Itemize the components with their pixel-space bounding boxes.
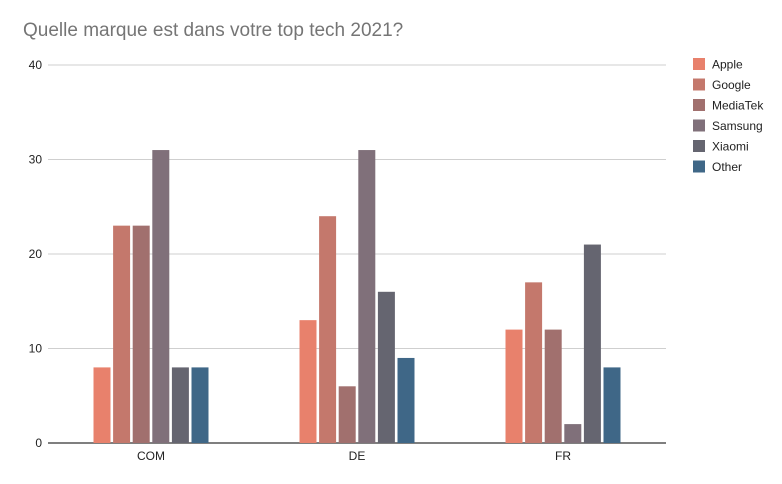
legend-label-google: Google [712,78,751,92]
bar-fr-apple [505,329,523,443]
bar-com-google [113,225,131,443]
legend-label-apple: Apple [712,58,743,72]
bar-com-apple [93,367,111,443]
x-category-label: COM [137,449,165,463]
bar-fr-google [525,282,543,443]
y-tick-label: 10 [29,342,43,356]
bar-com-xiaomi [171,367,189,443]
bar-de-google [319,216,337,443]
bars [93,150,621,444]
bar-fr-xiaomi [583,244,601,443]
legend-label-samsung: Samsung [712,119,763,133]
legend-label-mediatek: MediaTek [712,99,764,113]
legend-swatch-other [693,160,705,173]
y-tick-label: 20 [29,247,43,261]
bar-com-samsung [152,150,170,444]
y-tick-label: 30 [29,153,43,167]
legend: Apple Google MediaTek Samsung Xiaomi Other [693,58,764,174]
legend-swatch-mediatek [693,99,705,111]
bar-com-other [191,367,209,443]
bar-de-apple [299,320,317,443]
legend-swatch-google [693,78,705,91]
legend-swatch-xiaomi [693,140,705,152]
bar-fr-other [603,367,621,443]
legend-label-other: Other [712,160,742,174]
bar-de-samsung [358,150,376,444]
chart-title: Quelle marque est dans votre top tech 20… [23,20,404,41]
x-category-label: DE [349,449,366,463]
legend-swatch-samsung [693,119,705,132]
legend-swatch-apple [693,58,705,70]
bar-fr-samsung [564,424,582,443]
bar-com-mediatek [132,225,150,443]
y-tick-label: 0 [35,436,42,450]
bar-fr-mediatek [544,329,562,443]
x-axis-categories: COM DE FR [137,449,571,463]
gridlines [48,64,666,444]
x-category-label: FR [555,449,571,463]
bar-de-other [397,357,415,443]
legend-label-xiaomi: Xiaomi [712,140,749,154]
bar-de-xiaomi [377,291,395,443]
bar-de-mediatek [338,386,356,443]
y-axis-ticks: 0 10 20 30 40 [29,58,43,450]
y-tick-label: 40 [29,58,43,72]
